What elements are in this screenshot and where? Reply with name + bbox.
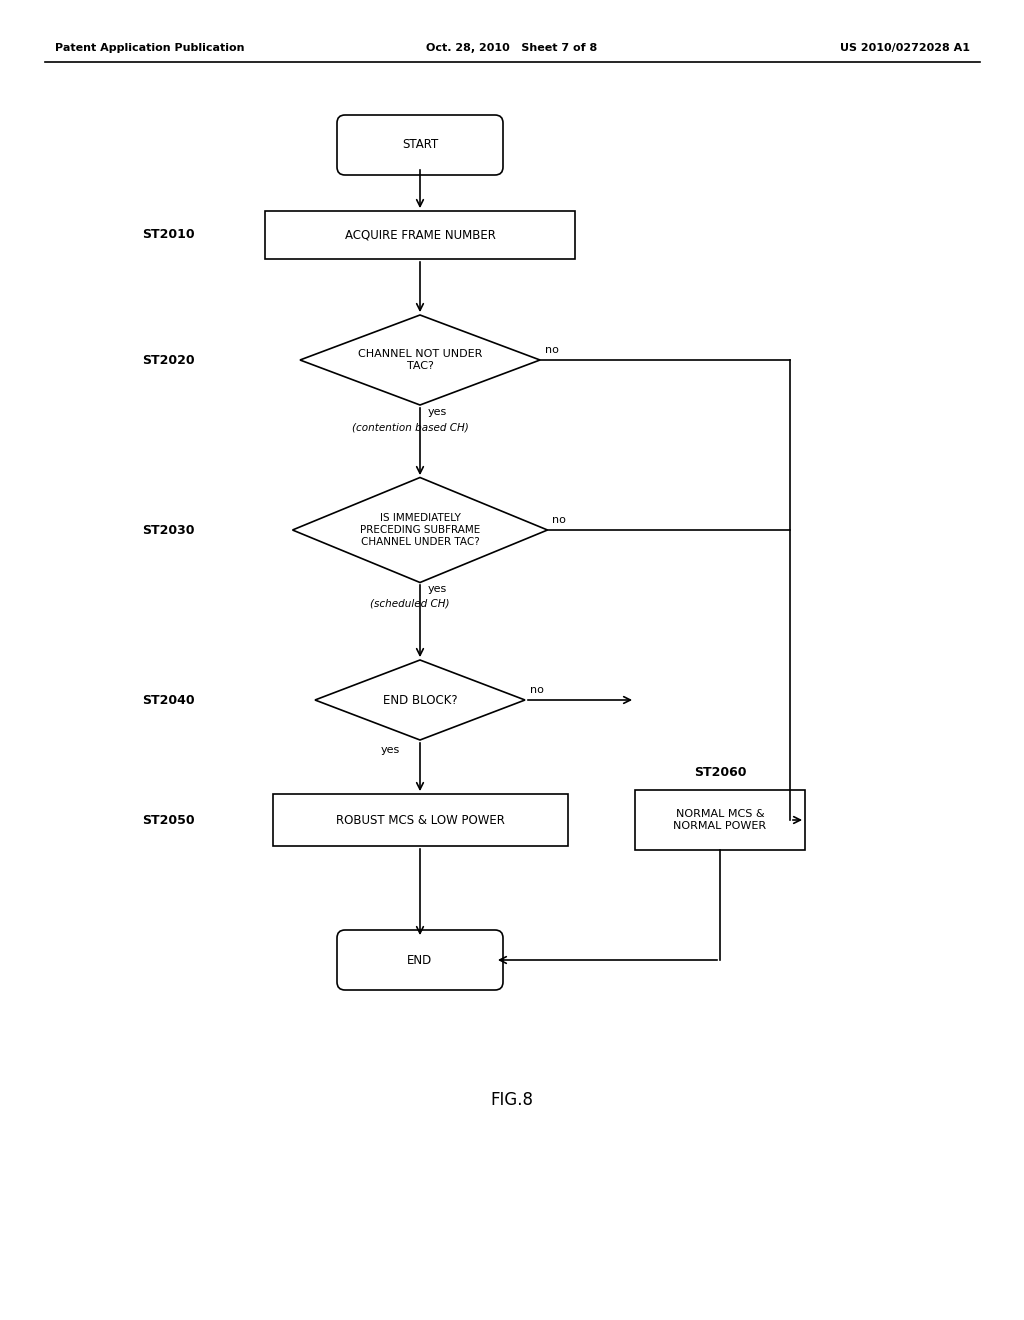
Text: yes: yes — [381, 744, 400, 755]
Text: ST2010: ST2010 — [142, 228, 195, 242]
Text: ST2060: ST2060 — [693, 766, 746, 779]
Text: START: START — [401, 139, 438, 152]
Polygon shape — [315, 660, 525, 741]
Bar — [635, 789, 805, 850]
Text: Patent Application Publication: Patent Application Publication — [55, 44, 245, 53]
Text: END: END — [408, 953, 432, 966]
Text: Oct. 28, 2010   Sheet 7 of 8: Oct. 28, 2010 Sheet 7 of 8 — [426, 44, 598, 53]
Bar — [265, 211, 575, 259]
Text: yes: yes — [428, 583, 447, 594]
Text: no: no — [552, 515, 566, 525]
FancyBboxPatch shape — [337, 115, 503, 176]
Text: no: no — [545, 345, 559, 355]
Polygon shape — [293, 478, 548, 582]
Text: CHANNEL NOT UNDER
TAC?: CHANNEL NOT UNDER TAC? — [357, 350, 482, 371]
Bar — [272, 795, 567, 846]
Text: ST2040: ST2040 — [142, 693, 195, 706]
Text: END BLOCK?: END BLOCK? — [383, 693, 458, 706]
Text: ROBUST MCS & LOW POWER: ROBUST MCS & LOW POWER — [336, 813, 505, 826]
Text: ST2030: ST2030 — [142, 524, 195, 536]
Text: no: no — [530, 685, 544, 696]
FancyBboxPatch shape — [337, 931, 503, 990]
Text: FIG.8: FIG.8 — [490, 1092, 534, 1109]
Text: ACQUIRE FRAME NUMBER: ACQUIRE FRAME NUMBER — [344, 228, 496, 242]
Text: yes: yes — [428, 407, 447, 417]
Text: IS IMMEDIATELY
PRECEDING SUBFRAME
CHANNEL UNDER TAC?: IS IMMEDIATELY PRECEDING SUBFRAME CHANNE… — [359, 513, 480, 546]
Text: (contention based CH): (contention based CH) — [351, 422, 468, 432]
Text: (scheduled CH): (scheduled CH) — [371, 599, 450, 609]
Text: US 2010/0272028 A1: US 2010/0272028 A1 — [840, 44, 970, 53]
Text: ST2050: ST2050 — [142, 813, 195, 826]
Text: ST2020: ST2020 — [142, 354, 195, 367]
Polygon shape — [300, 315, 540, 405]
Text: NORMAL MCS &
NORMAL POWER: NORMAL MCS & NORMAL POWER — [674, 809, 767, 830]
